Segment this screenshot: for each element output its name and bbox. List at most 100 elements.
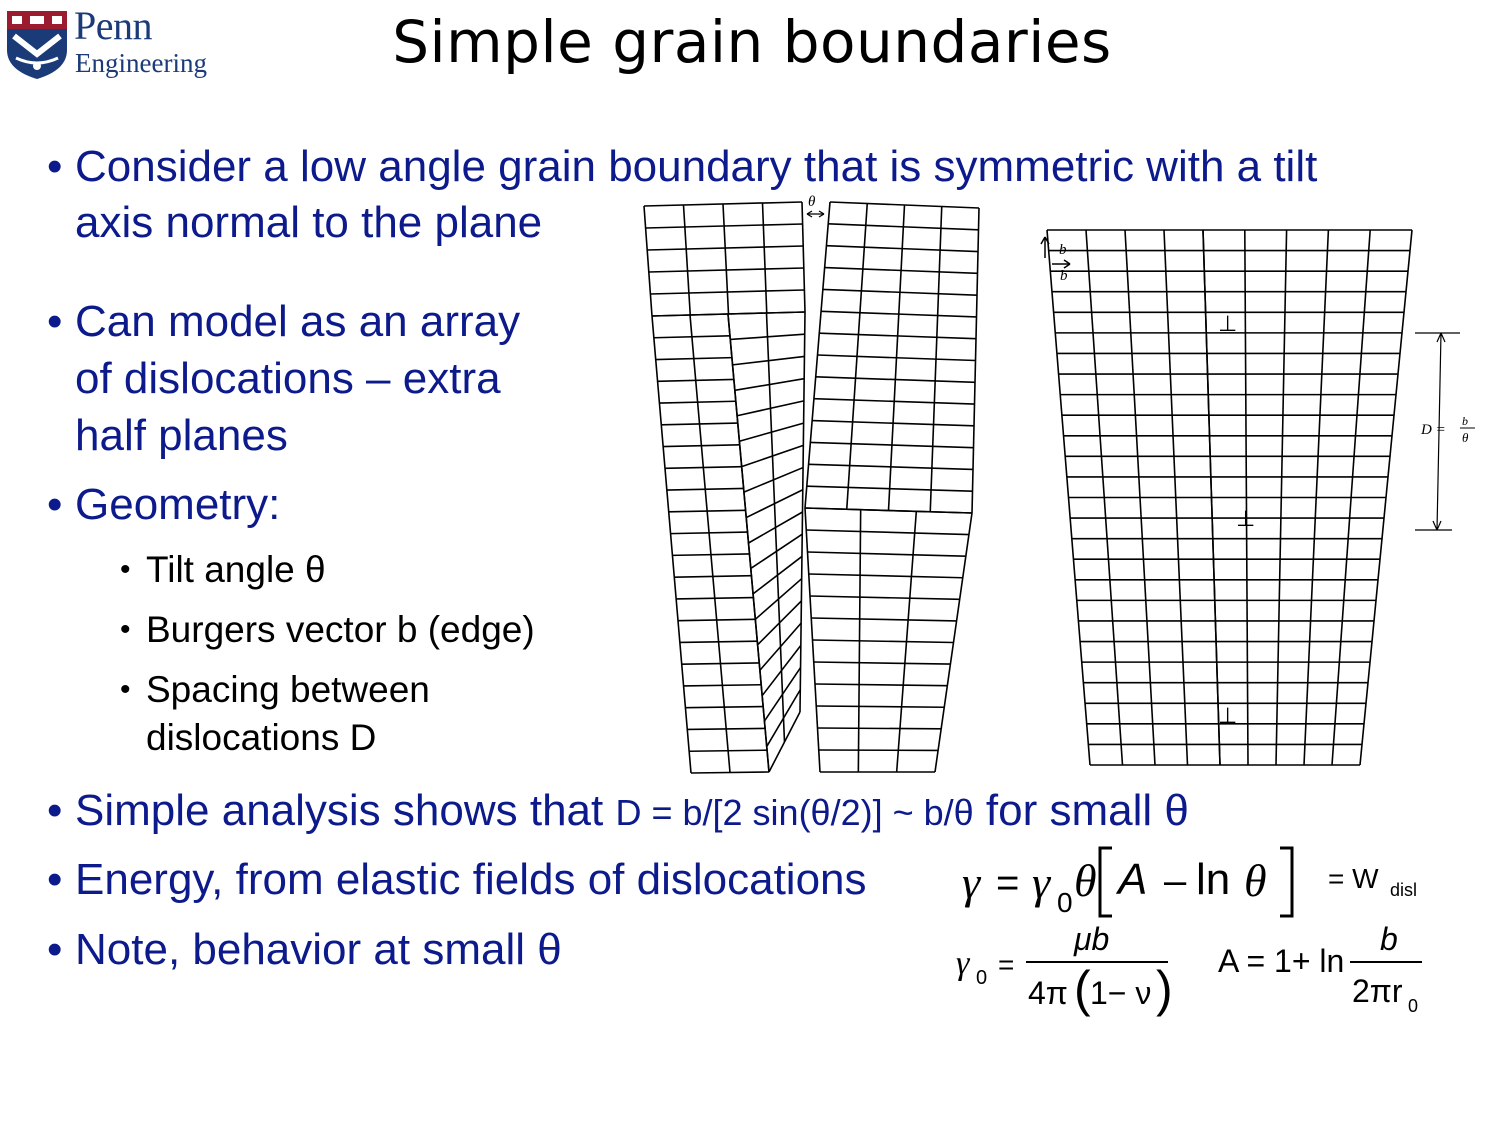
eq-gamma: γ <box>962 857 982 908</box>
spacing-dimension: D = b θ <box>1415 332 1475 531</box>
left-grain-upper-column-line <box>643 205 653 317</box>
left-grain-upper-column-line <box>801 201 806 313</box>
left-grain-lower-left-row-line <box>651 313 729 317</box>
left-grain-lower-left-column-line <box>651 315 692 774</box>
def-gamma0-sub: 0 <box>976 967 987 989</box>
left-grain-lower-left-row-line <box>677 618 756 622</box>
dislocation-symbol: ⊥ <box>1236 507 1255 532</box>
dislocation-symbol: ⊥ <box>1218 312 1237 337</box>
spacing-D-label: D = <box>1420 422 1446 438</box>
left-grain-upper-column-line <box>722 203 730 315</box>
left-grain-lower-right-row-line <box>752 555 803 595</box>
left-grain-lower-left-row-line <box>687 727 766 731</box>
right-grain-lower-row-line <box>806 529 969 536</box>
left-grain-lower-right-row-line <box>739 422 804 442</box>
right-grain-lower-row-line <box>804 507 973 514</box>
right-grain-upper-row-line <box>813 397 975 405</box>
left-grain-lower-right-row-line <box>734 377 805 392</box>
def-A-denominator: 2πr <box>1352 973 1403 1009</box>
bullet-consider-cont: axis normal to the plane <box>75 198 543 247</box>
right-grain-upper-row-line <box>822 288 978 296</box>
def-paren-right: ) <box>1156 961 1173 1017</box>
right-grain-lower-row-line <box>809 595 960 601</box>
sub-bullet-text: Tilt angle θ <box>146 549 326 590</box>
burgers-vector-markers: b b <box>1040 236 1071 284</box>
left-grain-lower-right-row-line <box>766 689 801 747</box>
bullet-model: • Can model as an array <box>47 294 520 350</box>
bullet-text: Geometry: <box>75 480 281 529</box>
dislocation-symbol: ⊥ <box>1218 704 1237 729</box>
left-grain-lower-right-row-line <box>730 333 805 341</box>
def-A-numerator: b <box>1380 921 1398 957</box>
right-grain-lower-row-line <box>816 705 945 709</box>
left-grain-lower-right-row-line <box>763 667 802 722</box>
sub-bullet-dot: • <box>120 673 131 706</box>
left-grain-lower-left-row-line <box>681 662 760 665</box>
left-grain-lower-left-row-line <box>689 749 768 753</box>
bullet-text: Energy, from elastic fields of dislocati… <box>75 855 867 904</box>
left-grain-lower-left-row-line <box>664 465 742 470</box>
right-grain-upper-row-line <box>824 266 978 275</box>
penn-shield-logo <box>7 11 67 79</box>
eq-sub0: 0 <box>1057 887 1073 918</box>
left-grain-lower-left-row-line <box>659 400 736 404</box>
left-grain-lower-left-row-line <box>653 335 730 339</box>
bullet-text: Simple analysis shows that <box>75 786 616 835</box>
right-grain-lower-row-line <box>807 551 966 557</box>
eq-A: A <box>1115 855 1147 904</box>
left-grain-lower-left-row-line <box>672 553 750 557</box>
right-grain-lower-row-line <box>808 573 963 579</box>
right-grain-lower-row-line <box>812 639 954 644</box>
slide-title: Simple grain boundaries <box>392 8 1112 76</box>
left-grain-lower-right-row-line <box>748 511 803 544</box>
sub-bullet-tilt: • Tilt angle θ <box>120 547 326 593</box>
left-grain-lower-left-row-line <box>679 640 758 644</box>
left-grain-lower-right-row-line <box>750 533 803 570</box>
left-grain-lower-left-row-line <box>655 356 732 361</box>
left-grain-lower-left-row-line <box>683 683 762 687</box>
left-grain-lower-right-row-line <box>761 644 802 697</box>
right-grain-lower-row-line <box>813 661 951 665</box>
eq-minus: – <box>1164 859 1187 903</box>
left-grain-lower-left-row-line <box>668 509 746 513</box>
right-grain-upper-row-line <box>815 376 976 384</box>
eq-bracket-right <box>1280 846 1294 918</box>
eq-theta: θ <box>1074 855 1097 906</box>
right-grain-lower-row-line <box>811 617 957 622</box>
left-grain-upper-row-line <box>647 245 804 251</box>
left-grain-lower-left-row-line <box>676 596 754 600</box>
left-grain-lower-left-row-line <box>670 531 748 535</box>
left-grain-lower-right-row-line <box>732 355 805 366</box>
theta-angle-marker: θ <box>806 194 825 218</box>
bullet-dot: • <box>47 142 63 191</box>
right-grain-lower-row-line <box>814 683 948 687</box>
left-grain-lower-right-row-line <box>745 489 804 519</box>
right-grain-upper-row-line <box>828 223 979 231</box>
left-grain-lower-left-row-line <box>685 705 764 709</box>
left-grain-lower-left-row-line <box>674 574 752 578</box>
left-grain-lower-right-row-line <box>759 622 802 671</box>
eq-wdisl: = W <box>1328 863 1379 894</box>
spacing-D-numerator: b <box>1462 414 1468 428</box>
eq-theta2: θ <box>1244 855 1267 906</box>
left-grain-lower-left-row-line <box>690 771 770 774</box>
left-grain-upper-row-line <box>643 201 803 207</box>
tilt-boundary-figure: θ b b ⊥ ⊥ ⊥ D = b θ <box>643 194 1475 774</box>
sub-bullet-spacing: • Spacing between <box>120 667 430 713</box>
bullet-dot: • <box>47 855 63 904</box>
definitions-equation: γ 0 = μb 4π ( 1− ν ) A = 1+ ln b 2πr 0 <box>956 921 1422 1017</box>
right-grain-lower-row-line <box>817 727 942 730</box>
right-grain-upper-row-line <box>810 441 974 449</box>
lattice-grids <box>643 201 1413 774</box>
def-g0-numerator: μb <box>1073 921 1109 957</box>
left-grain-lower-right-row-line <box>727 311 806 315</box>
left-grain-lower-right-row-line <box>741 444 804 468</box>
bullet-text-suffix: for small θ <box>973 786 1189 835</box>
bullet-consider: • Consider a low angle grain boundary th… <box>47 139 1317 195</box>
spacing-formula: D = b/[2 sin(θ/2)] ~ b/θ <box>615 792 974 833</box>
left-grain-lower-left-row-line <box>661 422 738 426</box>
def-gamma0: γ <box>956 945 971 982</box>
bullet-energy: • Energy, from elastic fields of disloca… <box>47 852 867 908</box>
bullet-geometry: • Geometry: <box>47 477 281 533</box>
left-grain-upper-row-line <box>648 267 804 273</box>
